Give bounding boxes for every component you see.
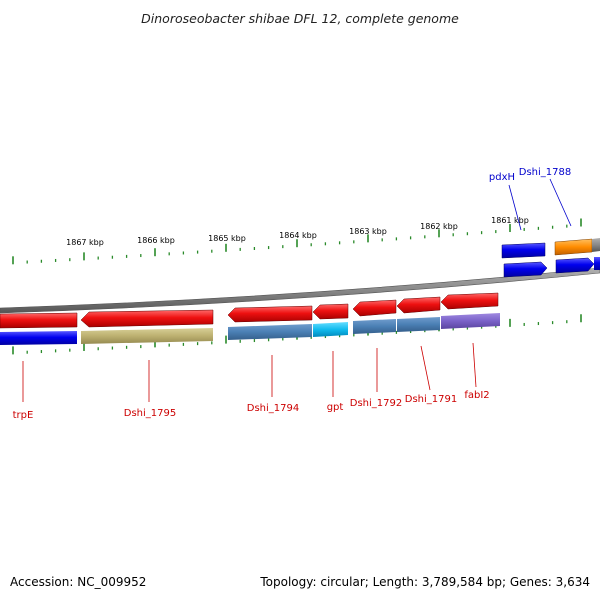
leader-line [549, 178, 572, 227]
genome-title: Dinoroseobacter shibae DFL 12, complete … [141, 11, 459, 26]
ruler-label: 1864 kbp [279, 231, 317, 240]
gene-fabI2[interactable] [440, 292, 499, 310]
accession-text: Accession: NC_009952 [10, 575, 146, 589]
ruler-label: 1865 kbp [208, 234, 246, 243]
gene-segment [592, 238, 600, 252]
category-segment [441, 313, 500, 329]
category-segment [0, 331, 77, 345]
gene-labels-bottom: trpE Dshi_1795 Dshi_1794 gpt Dshi_1792 D… [13, 390, 490, 421]
gene-Dshi-1788[interactable] [554, 238, 593, 256]
category-segment [228, 324, 312, 340]
leader-line [420, 345, 431, 391]
ruler: 1867 kbp 1866 kbp 1865 kbp 1864 kbp 1863… [66, 216, 529, 247]
ruler-label: 1862 kbp [420, 222, 458, 231]
gene-label-Dshi-1792[interactable]: Dshi_1792 [350, 398, 402, 409]
gene-label-Dshi-1791[interactable]: Dshi_1791 [405, 394, 457, 405]
leader-lines [22, 178, 572, 402]
gene-label-Dshi-1795[interactable]: Dshi_1795 [124, 408, 176, 419]
forward-genes-top [501, 238, 600, 278]
gene-label-fabI2[interactable]: fabI2 [464, 390, 489, 401]
reverse-genes [0, 292, 499, 329]
gene-label-Dshi-1788[interactable]: Dshi_1788 [519, 167, 571, 178]
category-band [0, 313, 500, 345]
ruler-label: 1866 kbp [137, 236, 175, 245]
ruler-label: 1867 kbp [66, 238, 104, 247]
leader-line [508, 184, 522, 231]
category-segment [313, 322, 348, 337]
category-segment [397, 317, 440, 332]
genome-summary-text: Topology: circular; Length: 3,789,584 bp… [259, 575, 590, 589]
ruler-label: 1861 kbp [491, 216, 529, 225]
leader-line [472, 342, 477, 388]
gene-gpt[interactable] [312, 303, 349, 320]
genome-backbone [0, 267, 600, 314]
category-segment [353, 319, 396, 334]
category-segment [81, 328, 213, 344]
gene-arrow[interactable] [503, 261, 548, 278]
gene-pdxH[interactable] [501, 242, 546, 259]
gene-Dshi-1792[interactable] [352, 299, 397, 317]
gene-label-trpE[interactable]: trpE [13, 410, 34, 421]
gene-label-gpt[interactable]: gpt [327, 402, 344, 413]
gene-Dshi-1791[interactable] [396, 296, 441, 314]
gene-segment [594, 257, 600, 270]
gene-trpE[interactable] [0, 312, 78, 329]
ruler-label: 1863 kbp [349, 227, 387, 236]
gene-Dshi-1795[interactable] [80, 309, 214, 328]
gene-label-pdxH[interactable]: pdxH [489, 172, 515, 183]
gene-label-Dshi-1794[interactable]: Dshi_1794 [247, 403, 299, 414]
gene-arrow[interactable] [555, 257, 595, 274]
gene-labels-top: pdxH Dshi_1788 [489, 167, 571, 183]
gene-Dshi-1794[interactable] [227, 305, 313, 323]
